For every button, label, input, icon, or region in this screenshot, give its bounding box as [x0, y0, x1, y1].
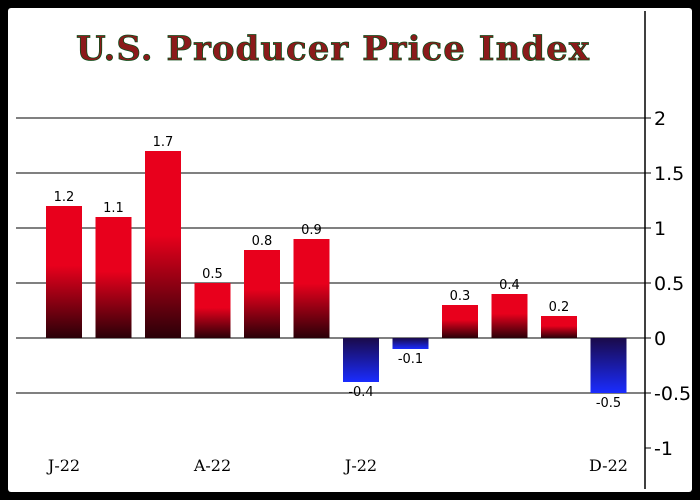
y-tick-label: 2: [654, 108, 666, 130]
data-label: -0.5: [596, 396, 621, 411]
y-tick-label: 1.5: [654, 163, 684, 185]
data-label: 0.2: [549, 300, 570, 315]
bar-j-22: [343, 338, 379, 382]
bar-j-22: [293, 239, 330, 338]
bar-j-22: [46, 206, 82, 338]
x-axis-ticks: J-22 A-22 J-22 D-22: [46, 456, 628, 475]
data-label: 0.9: [301, 223, 322, 238]
data-label: 0.4: [499, 278, 520, 293]
data-label: -0.4: [348, 385, 373, 400]
y-tick-label: 1: [654, 218, 666, 240]
bar-n-22: [541, 316, 577, 338]
x-tick-label: J-22: [343, 456, 377, 475]
data-label: 0.3: [450, 289, 471, 304]
x-tick-label: D-22: [589, 456, 628, 475]
data-label: 1.7: [153, 135, 174, 150]
bar-o-22: [491, 294, 528, 338]
bar-m-22: [244, 250, 280, 338]
bar-f-22: [95, 217, 132, 338]
data-label: -0.1: [398, 352, 423, 367]
x-tick-label: A-22: [193, 456, 231, 475]
bar-a-22: [194, 283, 231, 338]
producer-price-index-chart: U.S. Producer Price Index 2 1.5 1 0.5 0 -0.5 -…: [16, 11, 691, 489]
bars: [46, 151, 627, 393]
y-tick-label: -1: [654, 438, 673, 460]
data-labels: 1.2 1.1 1.7 0.5 0.8 0.9 -0.4 -0.1 0.3 0.4 0.2 -0.5: [54, 135, 622, 411]
bar-d-22: [590, 338, 627, 393]
y-tick-label: -0.5: [654, 383, 691, 405]
bar-a-22: [392, 338, 429, 349]
chart-title: U.S. Producer Price Index: [76, 29, 590, 69]
data-label: 0.5: [202, 267, 223, 282]
bar-s-22: [442, 305, 478, 338]
data-label: 0.8: [252, 234, 273, 249]
data-label: 1.1: [103, 201, 124, 216]
y-tick-label: 0.5: [654, 273, 684, 295]
y-tick-label: 0: [654, 328, 666, 350]
bar-m-22: [145, 151, 181, 338]
x-tick-label: J-22: [46, 456, 80, 475]
y-axis-ticks: 2 1.5 1 0.5 0 -0.5 -1: [645, 108, 691, 460]
data-label: 1.2: [54, 190, 75, 205]
